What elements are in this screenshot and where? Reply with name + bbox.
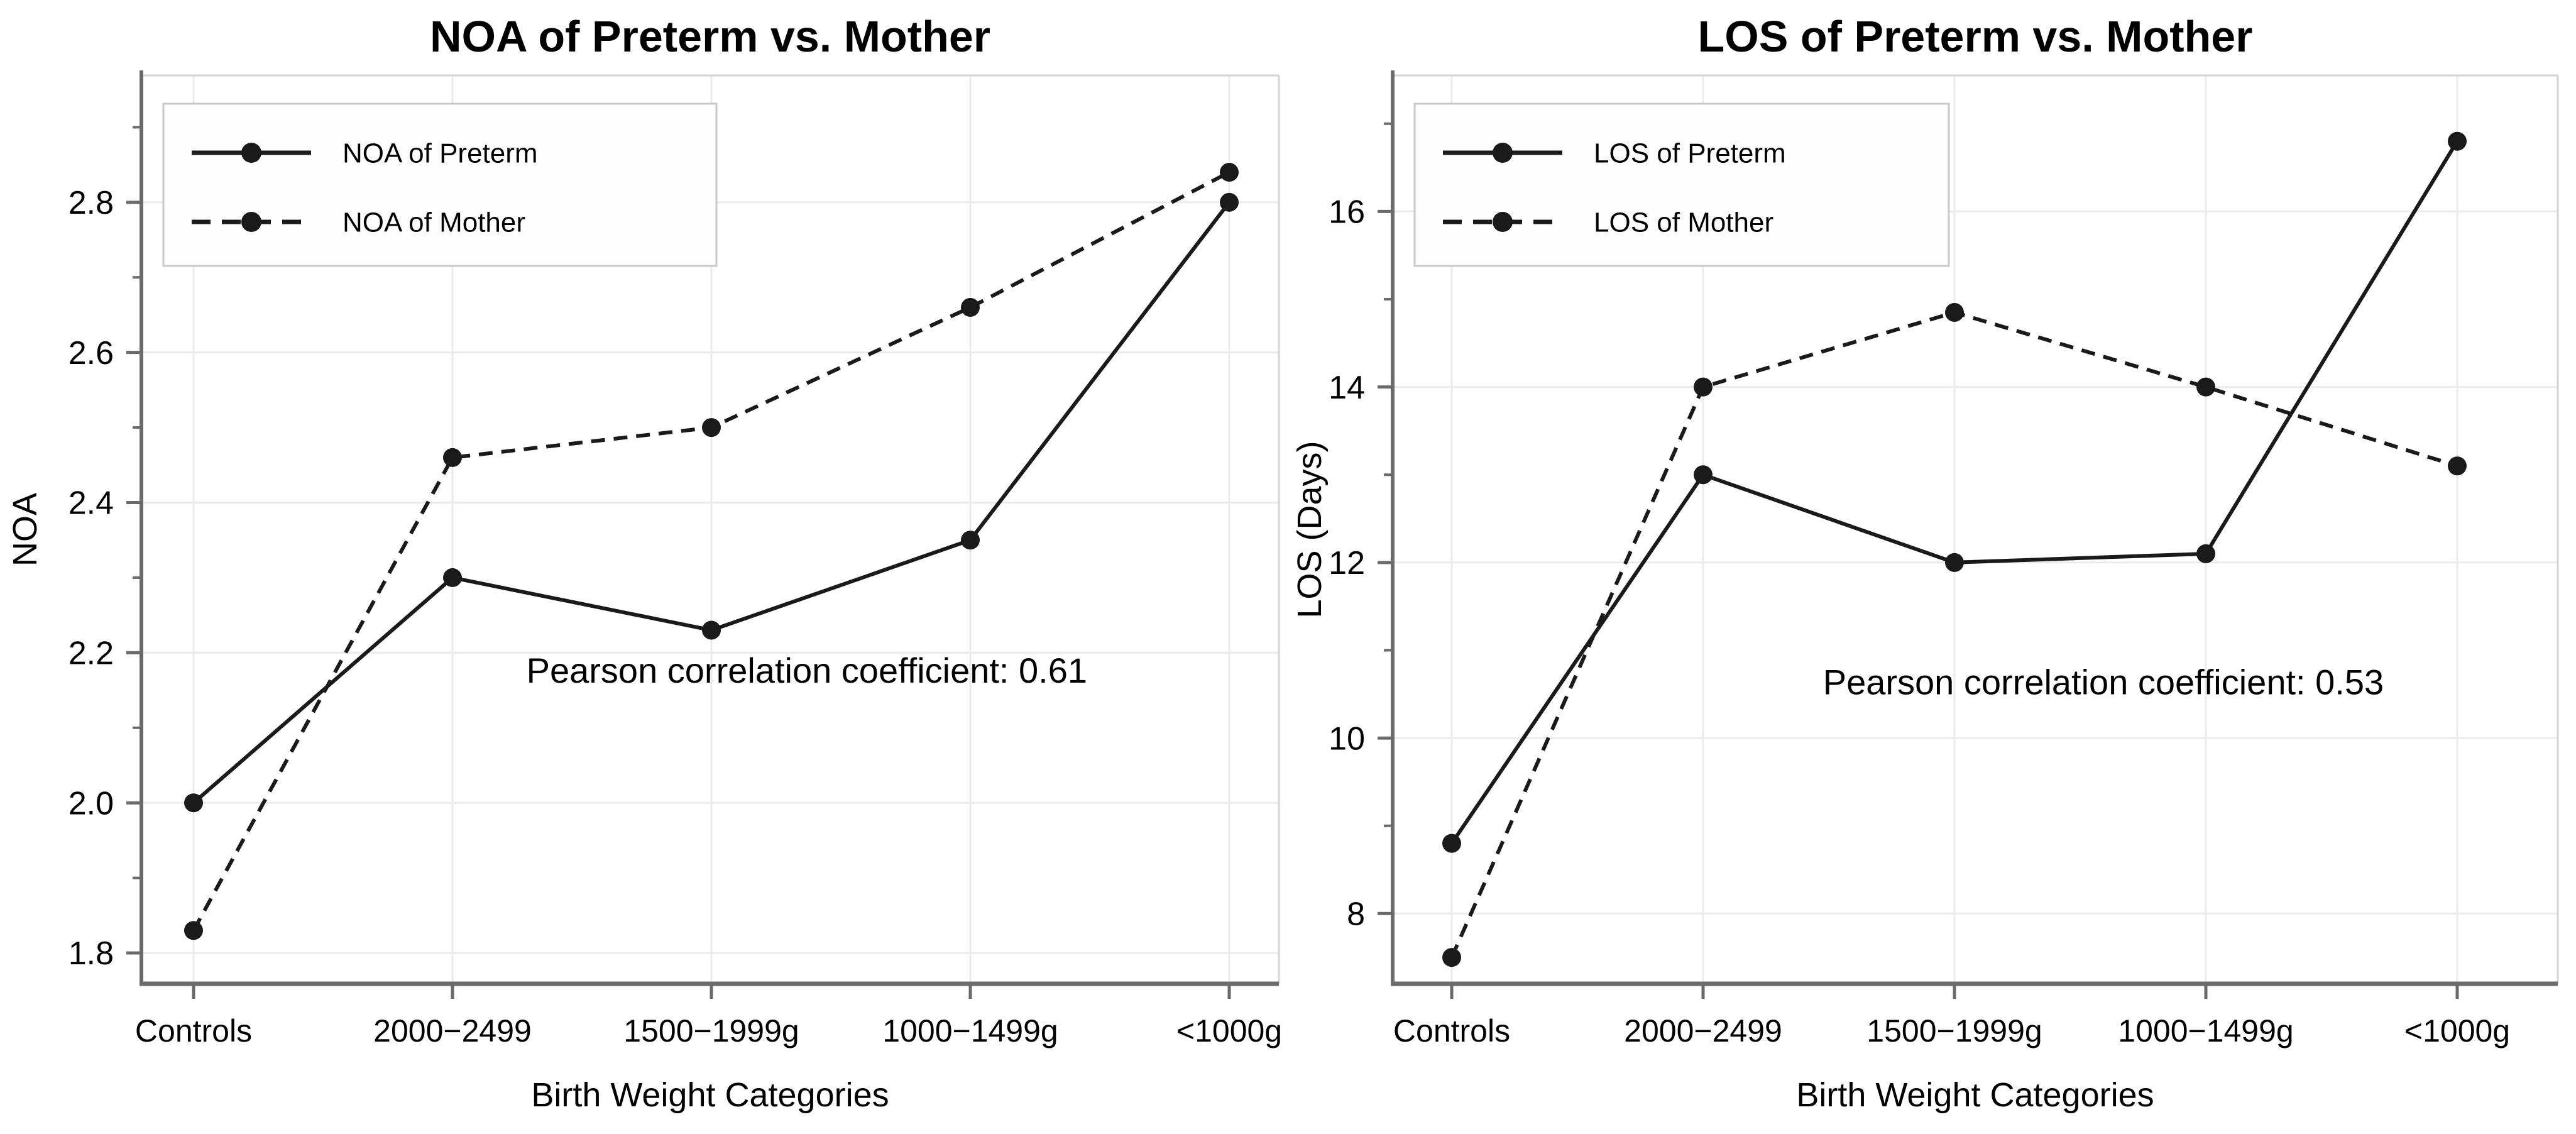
data-point-marker [702, 418, 721, 438]
y-tick-label: 14 [1329, 370, 1365, 406]
y-axis-label: LOS (Days) [1291, 441, 1329, 618]
data-point-marker [1220, 163, 1239, 182]
data-point-marker [2448, 456, 2467, 476]
data-point-marker [1442, 948, 1461, 967]
x-axis-label: Birth Weight Categories [531, 1076, 889, 1114]
data-point-marker [1945, 302, 1964, 322]
y-tick-label: 2.4 [69, 485, 114, 522]
y-tick-label: 2.2 [69, 636, 114, 672]
y-tick-label: 8 [1347, 896, 1365, 933]
data-point-marker [184, 921, 203, 940]
data-point-marker [961, 531, 980, 550]
x-tick-label: 2000−2499 [373, 1013, 532, 1049]
data-point-marker [2196, 377, 2215, 397]
y-tick-label: 2.8 [69, 185, 114, 221]
legend-box [1413, 102, 1950, 267]
y-tick-label: 10 [1329, 720, 1365, 757]
data-point-marker [2196, 544, 2215, 563]
data-point-marker [443, 568, 462, 587]
data-point-marker [443, 448, 462, 467]
data-point-marker [1220, 192, 1239, 212]
pearson-annotation: Pearson correlation coefficient: 0.61 [527, 651, 1087, 690]
y-axis-label: NOA [6, 493, 44, 566]
y-tick-label: 1.8 [69, 935, 114, 972]
y-tick-label: 2.0 [69, 785, 114, 822]
legend-box [162, 102, 718, 267]
legend-item-label: NOA of Mother [343, 207, 525, 238]
y-tick-label: 2.6 [69, 335, 114, 372]
legend-marker-dot [241, 212, 261, 232]
x-tick-label: <1000g [2404, 1013, 2510, 1049]
legend-marker-dot [1493, 143, 1513, 163]
los-chart-canvas: 8 10 12 14 16 Controls 2000−2499 1500−1999g 1000… [1291, 12, 2559, 1114]
chart-title: NOA of Preterm vs. Mother [430, 12, 990, 61]
legend-item-label: LOS of Preterm [1594, 138, 1786, 168]
x-tick-label: Controls [135, 1013, 252, 1049]
legend-marker-dot [1493, 212, 1513, 232]
x-axis-label: Birth Weight Categories [1796, 1076, 2154, 1114]
pearson-annotation: Pearson correlation coefficient: 0.53 [1823, 662, 2384, 702]
data-point-marker [1694, 465, 1713, 485]
chart-title: LOS of Preterm vs. Mother [1698, 12, 2253, 61]
x-tick-label: 2000−2499 [1624, 1013, 1782, 1049]
panel-noa-chart: 1.8 2.0 2.2 2.4 2.6 2.8 Controls 2000−2499 1500−… [6, 12, 1282, 1114]
data-point-marker [1694, 377, 1713, 397]
x-tick-label: 1500−1999g [623, 1013, 799, 1049]
x-tick-label: 1500−1999g [1866, 1013, 2042, 1049]
x-tick-label: 1000−1499g [2118, 1013, 2293, 1049]
legend-item-label: NOA of Preterm [343, 138, 538, 168]
legend-item-label: LOS of Mother [1594, 207, 1773, 238]
data-point-marker [2448, 131, 2467, 151]
panel-los-chart: 8 10 12 14 16 Controls 2000−2499 1500−1999g 1000… [1288, 0, 2576, 1134]
data-point-marker [184, 793, 203, 813]
data-point-marker [702, 620, 721, 640]
x-tick-label: Controls [1393, 1013, 1510, 1049]
legend-marker-dot [241, 143, 261, 163]
y-tick-label: 12 [1329, 545, 1365, 581]
x-tick-label: 1000−1499g [882, 1013, 1058, 1049]
x-tick-label: <1000g [1176, 1013, 1282, 1049]
data-point-marker [1442, 834, 1461, 853]
noa-chart-canvas: 1.8 2.0 2.2 2.4 2.6 2.8 Controls 2000−2499 1500−… [6, 12, 1282, 1114]
data-point-marker [961, 298, 980, 317]
data-point-marker [1945, 553, 1964, 572]
y-tick-label: 16 [1329, 194, 1365, 231]
